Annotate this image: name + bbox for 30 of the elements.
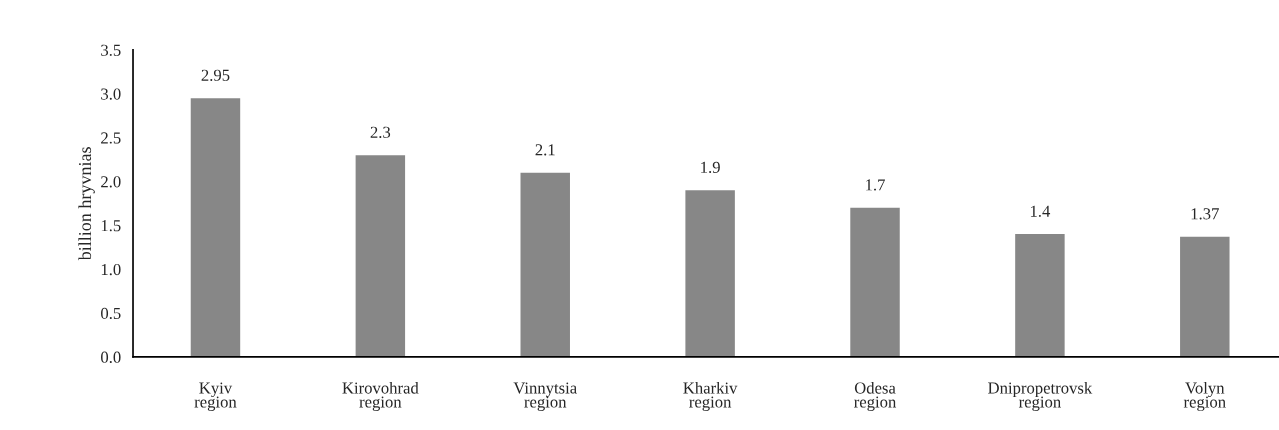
y-tick-label: 1.0 [101, 263, 121, 276]
bar [190, 98, 241, 357]
y-tick-label: 0.0 [101, 351, 121, 363]
bar [685, 190, 735, 357]
y-tick-label: 3.0 [101, 88, 121, 100]
bar [520, 172, 570, 357]
x-tick-label: Dnipropetrovsk region [988, 381, 1093, 412]
x-tick-label: Odesa region [854, 381, 897, 412]
data-label: 2.95 [201, 69, 230, 81]
y-axis-title: billion hryvnias [78, 147, 95, 261]
y-tick-label: 2.0 [101, 176, 121, 188]
x-tick-label: Kharkiv region [683, 381, 738, 412]
data-label: 1.37 [1191, 208, 1219, 220]
x-tick-label: Volyn region [1183, 381, 1226, 412]
x-tick-label: Vinnytsia region [513, 382, 577, 412]
y-tick-label: 3.5 [101, 44, 121, 56]
data-label: 1.9 [701, 161, 720, 174]
data-label: 2.1 [535, 144, 555, 156]
y-tick-label: 2.5 [101, 132, 121, 144]
y-tick-label: 1.5 [101, 220, 121, 232]
x-tick-label: Kyiv region [194, 382, 237, 412]
data-label: 1.4 [1030, 205, 1051, 217]
y-tick-label: 0.5 [101, 307, 121, 320]
data-label: 1.7 [866, 179, 885, 191]
bar [355, 155, 406, 357]
bar [850, 207, 900, 357]
x-tick-label: Kirovohrad region [342, 381, 419, 412]
bar [1015, 234, 1065, 357]
bar [1180, 236, 1230, 357]
data-label: 2.3 [370, 126, 391, 138]
